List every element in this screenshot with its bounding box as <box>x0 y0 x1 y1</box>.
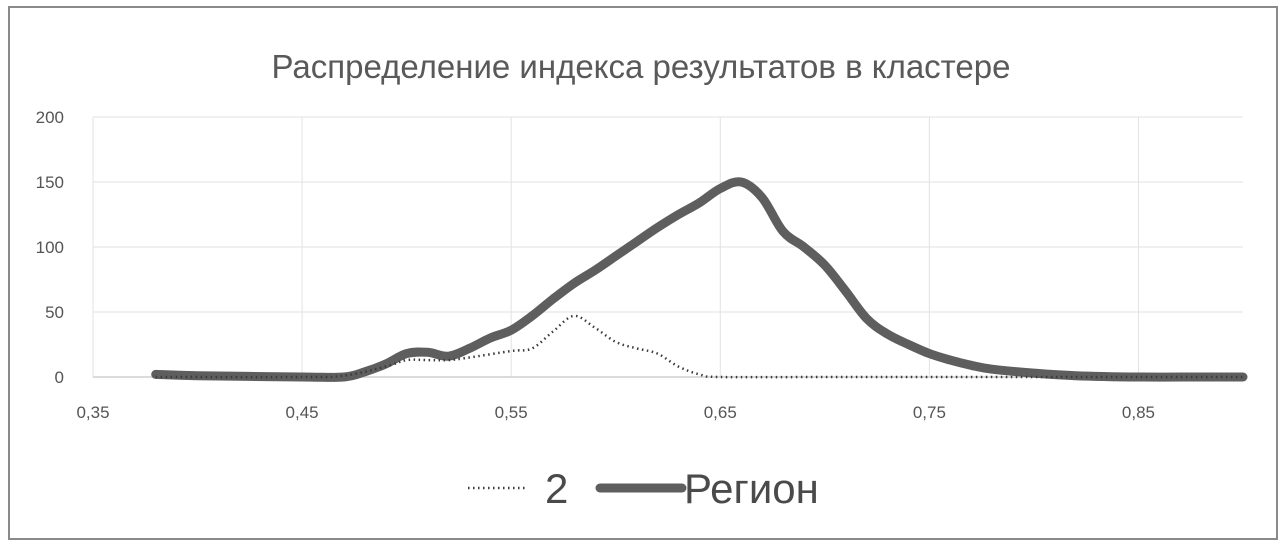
x-tick-label: 0,75 <box>913 403 946 422</box>
x-tick-label: 0,85 <box>1122 403 1155 422</box>
legend: 2 Регион <box>468 465 819 512</box>
series-layer <box>151 177 1248 382</box>
chart-frame <box>8 6 1278 540</box>
y-tick-label: 200 <box>36 108 64 127</box>
series-line-2 <box>155 314 1243 379</box>
grid-layer <box>92 116 1243 378</box>
y-tick-label: 150 <box>36 173 64 192</box>
x-tick-label: 0,55 <box>495 403 528 422</box>
x-axis-ticks: 0,35 0,45 0,55 0,65 0,75 0,85 <box>76 403 1155 422</box>
legend-label-series-2: 2 <box>545 465 568 512</box>
y-tick-label: 100 <box>36 238 64 257</box>
chart-title: Распределение индекса результатов в клас… <box>272 48 1011 85</box>
y-axis-ticks: 0 50 100 150 200 <box>36 108 64 387</box>
x-tick-label: 0,45 <box>286 403 319 422</box>
x-tick-label: 0,35 <box>76 403 109 422</box>
series-line-region <box>151 177 1248 382</box>
y-tick-label: 50 <box>45 303 64 322</box>
x-tick-label: 0,65 <box>704 403 737 422</box>
legend-label-series-region: Регион <box>684 465 819 512</box>
y-tick-label: 0 <box>55 368 64 387</box>
